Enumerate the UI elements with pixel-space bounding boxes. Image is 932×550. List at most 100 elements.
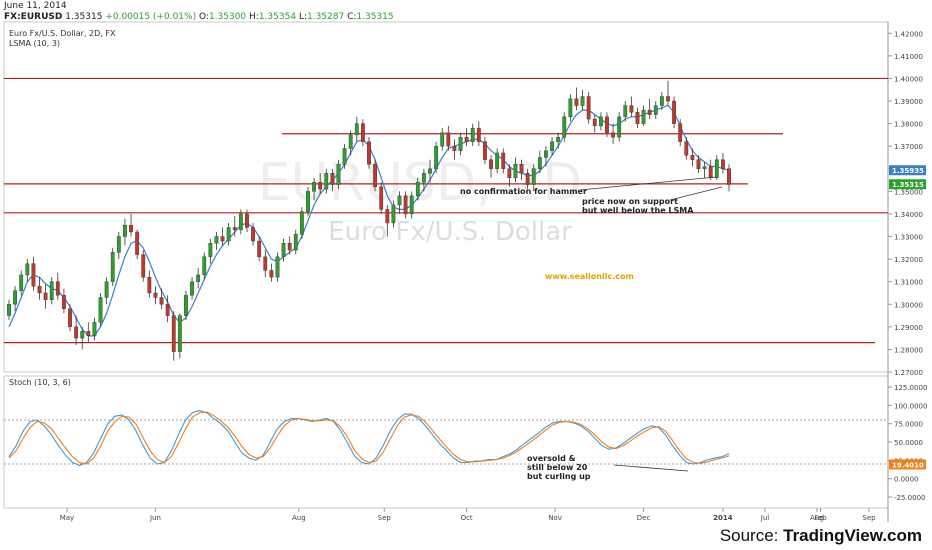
candle-body bbox=[257, 240, 262, 258]
time-axis-label: Jul bbox=[760, 514, 770, 522]
candle-body bbox=[74, 326, 79, 339]
candle-body bbox=[708, 166, 713, 179]
candle-body bbox=[592, 118, 597, 127]
candle bbox=[25, 259, 30, 282]
candle bbox=[360, 119, 365, 147]
candle-body bbox=[422, 173, 426, 183]
candle bbox=[507, 164, 512, 187]
price-axis-label: 1.41000 bbox=[894, 53, 923, 61]
candle-body bbox=[501, 152, 506, 169]
candle-body bbox=[123, 225, 127, 237]
candle bbox=[324, 168, 329, 194]
candle bbox=[354, 116, 359, 142]
candle bbox=[544, 146, 548, 167]
candle bbox=[342, 143, 347, 169]
candle bbox=[470, 123, 475, 147]
chart-title: Euro Fx/U.S. Dollar, 2D, FX bbox=[9, 29, 116, 38]
candle-body bbox=[306, 191, 310, 212]
candle bbox=[269, 263, 274, 282]
candle bbox=[537, 150, 542, 174]
candle-body bbox=[672, 100, 676, 124]
candle bbox=[550, 137, 554, 156]
candle bbox=[281, 238, 286, 262]
candle-body bbox=[7, 304, 11, 316]
candle bbox=[373, 159, 378, 192]
candle-body bbox=[275, 256, 280, 278]
candle-body bbox=[287, 243, 292, 251]
candle bbox=[245, 209, 249, 232]
candle bbox=[489, 155, 493, 178]
header-quote: FX:EURUSD 1.35315 +0.00015 (+0.01%) O:1.… bbox=[4, 12, 394, 22]
candle bbox=[86, 322, 91, 343]
candle bbox=[452, 139, 457, 160]
candle-body bbox=[531, 168, 536, 185]
candle bbox=[13, 286, 18, 312]
candle-body bbox=[324, 173, 329, 190]
candle bbox=[104, 277, 109, 305]
candle-body bbox=[452, 145, 457, 151]
candle-body bbox=[666, 96, 670, 102]
candle-body bbox=[635, 112, 640, 124]
candle bbox=[171, 311, 176, 361]
price-axis-label: 1.35000 bbox=[894, 188, 923, 196]
candle bbox=[98, 292, 103, 327]
candle-body bbox=[31, 263, 36, 287]
candle bbox=[531, 164, 536, 192]
candle-body bbox=[544, 150, 548, 158]
open-value: 1.35300 bbox=[208, 12, 247, 22]
stoch-axis-label: -25.0000 bbox=[894, 494, 925, 502]
candle-body bbox=[483, 141, 487, 160]
stoch-axis-label: 125.0000 bbox=[894, 384, 927, 392]
close-label: C: bbox=[347, 12, 357, 22]
time-axis-label: Jun bbox=[149, 514, 161, 522]
candle-body bbox=[659, 96, 664, 106]
candle bbox=[275, 252, 280, 282]
source-brand: TradingView.com bbox=[783, 526, 922, 545]
candle bbox=[647, 98, 652, 120]
price-axis-label: 1.32000 bbox=[894, 256, 923, 264]
candle bbox=[135, 229, 140, 260]
candle bbox=[696, 155, 701, 174]
high-label: H: bbox=[249, 12, 259, 22]
candle bbox=[80, 326, 85, 350]
candle-body bbox=[409, 195, 414, 215]
candle bbox=[299, 207, 304, 239]
last-price: 1.35315 bbox=[65, 12, 103, 22]
candle-body bbox=[208, 243, 213, 258]
candle-body bbox=[574, 98, 579, 106]
candle-body bbox=[605, 116, 609, 133]
candle-body bbox=[580, 96, 585, 106]
stoch-d-line bbox=[8, 411, 730, 465]
candle bbox=[116, 232, 121, 260]
low-label: L: bbox=[298, 12, 307, 22]
candle-body bbox=[379, 186, 384, 210]
candle-body bbox=[141, 254, 146, 278]
candle-body bbox=[629, 105, 634, 113]
candle-body bbox=[165, 304, 170, 316]
candle-body bbox=[507, 168, 512, 179]
candle-body bbox=[342, 148, 347, 165]
candle-body bbox=[62, 295, 66, 309]
price-axis-label: 1.37000 bbox=[894, 143, 923, 151]
candle-body bbox=[196, 274, 201, 282]
candle bbox=[251, 222, 255, 246]
candle bbox=[379, 182, 384, 214]
candle-body bbox=[684, 141, 689, 156]
candle-body bbox=[415, 182, 420, 197]
candle bbox=[367, 137, 371, 169]
stoch-title: Stoch (10, 3, 6) bbox=[9, 378, 71, 387]
close-value: 1.35315 bbox=[356, 12, 394, 22]
candle-body bbox=[226, 227, 231, 242]
candle-body bbox=[403, 195, 408, 215]
candle-body bbox=[434, 145, 439, 169]
candle bbox=[434, 141, 439, 174]
candle bbox=[586, 92, 591, 124]
candle bbox=[129, 213, 133, 237]
time-axis-label: Sep bbox=[378, 514, 392, 522]
candle bbox=[690, 148, 695, 167]
candle-body bbox=[641, 109, 646, 124]
candle bbox=[159, 288, 164, 309]
candle bbox=[55, 272, 60, 300]
candle bbox=[306, 186, 310, 217]
